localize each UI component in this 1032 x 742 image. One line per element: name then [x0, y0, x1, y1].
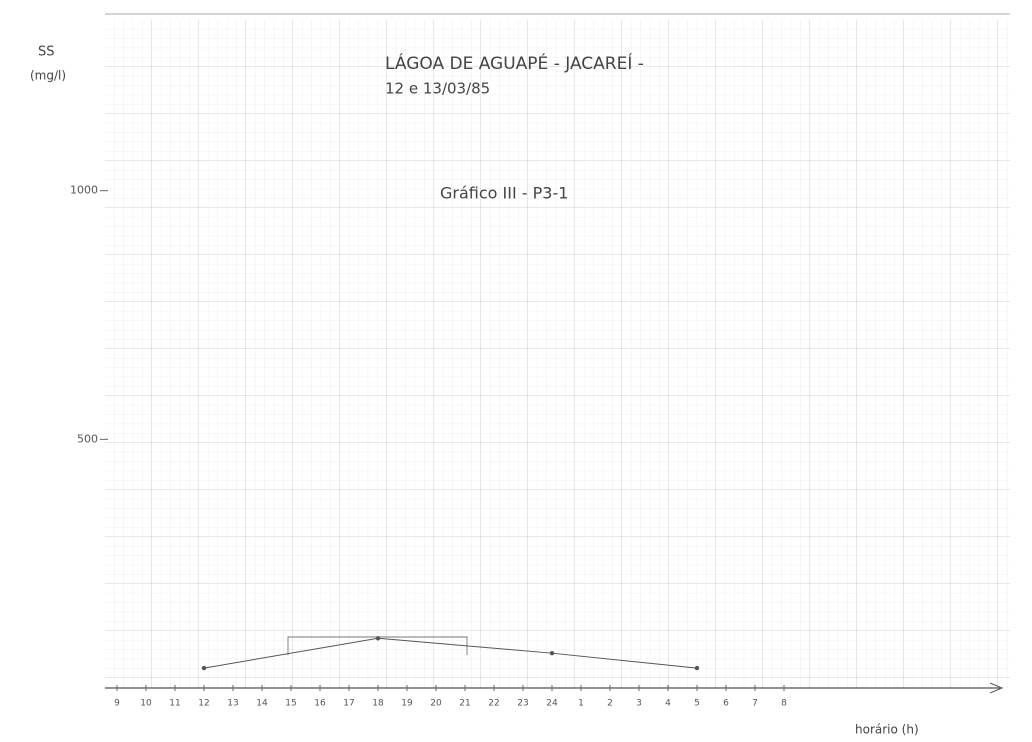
- x-tick-label: 7: [752, 699, 758, 709]
- x-tick-label: 11: [169, 699, 180, 709]
- x-tick-label: 1: [578, 699, 584, 709]
- y-tick-label: 500: [77, 432, 98, 445]
- data-point: [694, 665, 700, 671]
- chart-subtitle: 12 e 13/03/85: [385, 80, 490, 98]
- y-axis-unit: (mg/l): [30, 69, 66, 83]
- x-tick-label: 22: [488, 699, 499, 709]
- y-tick-label: 1000: [70, 184, 98, 197]
- x-tick-label: 2: [607, 699, 613, 709]
- y-axis-label: SS: [38, 45, 55, 60]
- x-tick-label: 16: [314, 699, 326, 709]
- data-point: [201, 665, 207, 671]
- x-tick-label: 14: [256, 699, 268, 709]
- x-tick-label: 4: [665, 699, 671, 709]
- x-tick-label: 10: [140, 699, 152, 709]
- chart-title: LÁGOA DE AGUAPÉ - JACAREÍ -: [385, 52, 644, 74]
- x-tick-label: 12: [198, 699, 209, 709]
- x-tick-label: 24: [546, 699, 558, 709]
- data-point: [549, 650, 555, 656]
- x-axis-label: horário (h): [855, 723, 919, 737]
- x-tick-label: 15: [285, 699, 296, 709]
- x-tick-label: 3: [636, 699, 642, 709]
- x-tick-label: 17: [343, 699, 354, 709]
- x-tick-label: 23: [517, 699, 528, 709]
- x-tick-label: 5: [694, 699, 700, 709]
- data-point: [375, 636, 381, 641]
- x-tick-label: 18: [372, 699, 384, 709]
- axis-arrow: [989, 682, 1004, 694]
- x-tick-label: 6: [723, 699, 729, 709]
- annotation: Gráfico III - P3-1: [440, 184, 568, 203]
- x-tick-label: 19: [401, 699, 413, 709]
- graph-paper: [105, 20, 1010, 688]
- x-tick-label: 21: [459, 699, 470, 709]
- x-tick-label: 9: [114, 699, 120, 709]
- data-line: [203, 637, 698, 669]
- x-tick-label: 8: [781, 699, 787, 709]
- x-tick-label: 13: [227, 699, 238, 709]
- x-tick-label: 20: [430, 699, 442, 709]
